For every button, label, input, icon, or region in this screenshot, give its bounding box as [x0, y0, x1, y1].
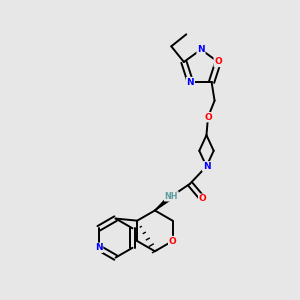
Polygon shape — [155, 194, 173, 211]
Text: NH: NH — [165, 192, 178, 201]
Text: O: O — [204, 113, 212, 122]
Text: N: N — [197, 45, 205, 54]
Text: O: O — [169, 237, 176, 246]
Text: N: N — [95, 243, 103, 252]
Text: N: N — [203, 162, 210, 171]
Text: N: N — [187, 78, 194, 87]
Text: O: O — [214, 57, 222, 66]
Text: O: O — [199, 194, 206, 203]
